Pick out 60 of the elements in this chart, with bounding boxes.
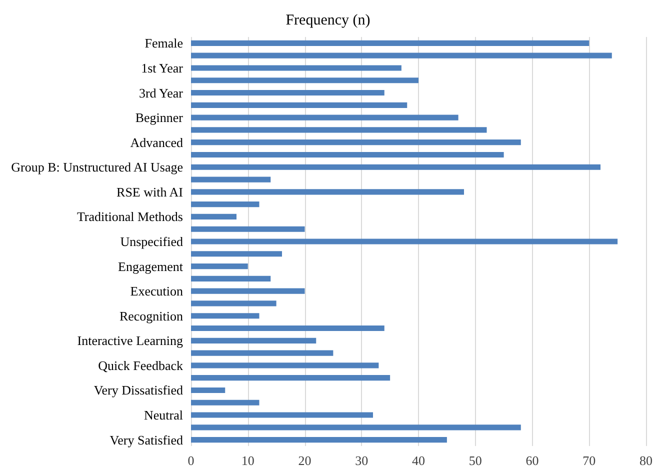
bar [191,152,504,158]
bar [191,325,384,332]
bar [191,214,236,220]
bar [191,226,305,232]
bar [191,362,379,368]
bar [191,202,260,208]
y-tick-label: Execution [130,284,184,299]
bar [191,78,418,84]
y-tick-label: Interactive Learning [77,333,184,348]
bar [191,387,226,394]
x-tick-label: 0 [188,453,194,468]
y-tick-label: Unspecified [120,234,184,249]
bar [191,338,316,344]
bar [191,412,373,418]
bar [191,127,487,133]
x-tick-label: 40 [412,453,425,468]
y-tick-label: RSE with AI [116,184,183,200]
y-tick-label: Quick Feedback [98,358,184,373]
x-tick-label: 20 [298,453,312,468]
bar [191,90,384,96]
x-tick-label: 50 [468,453,482,468]
bar [191,238,618,244]
bar [191,437,447,443]
bar [191,176,271,182]
y-tick-label: Very Satisfied [110,432,184,448]
x-tick-label: 80 [640,453,652,468]
bar [191,300,276,306]
bar [191,375,390,381]
bar [191,40,590,46]
bar [191,52,612,58]
bar [191,400,260,406]
y-tick-label: Engagement [118,258,184,274]
x-tick-label: 70 [582,453,596,468]
bar [191,288,305,294]
bar [191,313,260,319]
chart-title: Frequency (n) [286,12,370,28]
bar [191,114,458,120]
bar [191,164,600,170]
bar [191,424,521,430]
y-tick-label: Very Dissatisfied [94,382,184,398]
y-tick-label: Female [144,36,184,51]
y-tick-label: Traditional Methods [76,209,183,224]
y-tick-label: 1st Year [141,60,184,76]
y-tick-label: Recognition [119,308,184,324]
bar [191,350,334,356]
bar [191,65,402,71]
x-tick-label: 30 [355,453,368,468]
y-tick-label: Beginner [135,110,184,126]
bar [191,276,271,282]
bar [191,189,464,195]
y-tick-label: Advanced [130,134,184,150]
x-tick-label: 10 [241,453,254,468]
bar [191,102,408,108]
y-tick-label: Neutral [144,408,184,423]
y-tick-label: 3rd Year [138,85,184,100]
bar [191,140,521,146]
bar [191,264,248,270]
y-tick-label: Group B: Unstructured AI Usage [11,160,184,175]
bar [191,251,282,257]
x-tick-label: 60 [526,453,539,468]
